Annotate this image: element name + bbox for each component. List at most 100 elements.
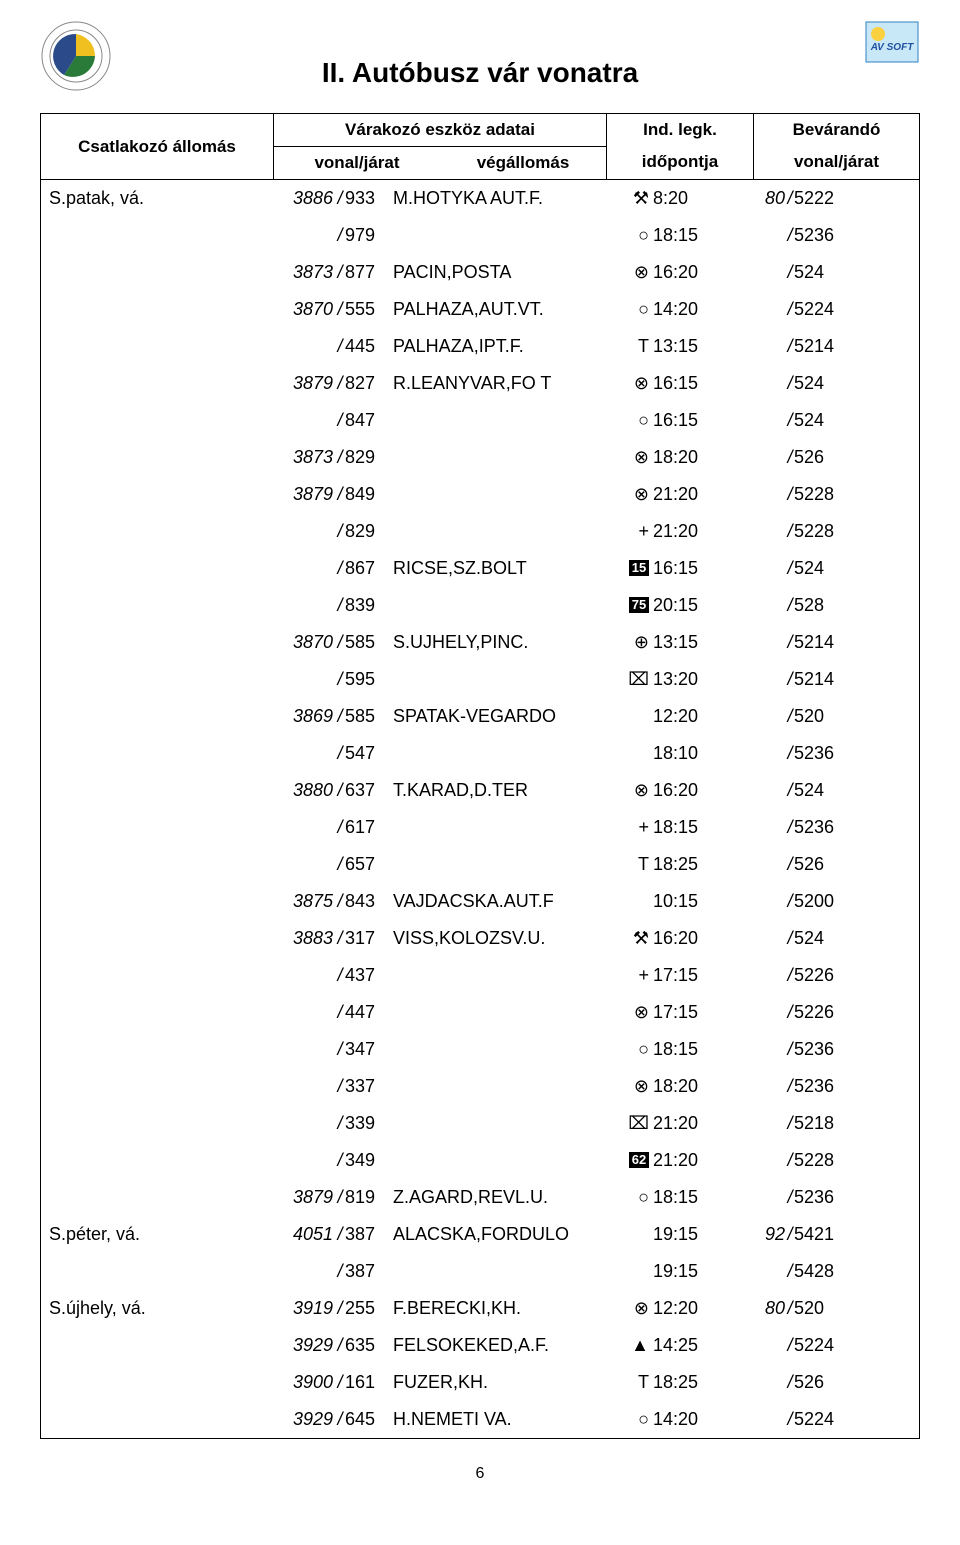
cell-wait-jarat: 524 bbox=[794, 772, 919, 809]
cell-wait-line bbox=[729, 1327, 786, 1364]
cell-wait-line: 80 bbox=[729, 1290, 786, 1327]
cell-wait-line bbox=[729, 291, 786, 328]
cell-jarat: 933 bbox=[345, 180, 391, 217]
cell-time: 16:20 bbox=[653, 920, 729, 957]
cell-terminus: VISS,KOLOZSV.U. bbox=[391, 920, 609, 957]
cell-station bbox=[41, 328, 273, 365]
cell-wait-jarat: 524 bbox=[794, 550, 919, 587]
cell-jarat: 387 bbox=[345, 1216, 391, 1253]
cell-wait-line bbox=[729, 439, 786, 476]
hdr-vonal-jarat: vonal/járat bbox=[274, 147, 440, 179]
hdr-vegallomas: végállomás bbox=[440, 147, 606, 179]
cell-wait-jarat: 520 bbox=[794, 1290, 919, 1327]
slash-icon: / bbox=[786, 476, 794, 513]
cell-wait-jarat: 5421 bbox=[794, 1216, 919, 1253]
cell-time: 18:20 bbox=[653, 439, 729, 476]
cell-station bbox=[41, 587, 273, 624]
slash-icon: / bbox=[786, 1142, 794, 1179]
cell-time: 16:20 bbox=[653, 772, 729, 809]
cell-symbol: ⊗ bbox=[609, 1290, 653, 1327]
cell-jarat: 829 bbox=[345, 439, 391, 476]
cell-wait-jarat: 5428 bbox=[794, 1253, 919, 1290]
cell-station bbox=[41, 439, 273, 476]
cell-time: 21:20 bbox=[653, 476, 729, 513]
cell-symbol: ⌧ bbox=[609, 661, 653, 698]
cell-wait-jarat: 5228 bbox=[794, 1142, 919, 1179]
cell-wait-line bbox=[729, 254, 786, 291]
slash-icon: / bbox=[335, 402, 345, 439]
cell-jarat: 877 bbox=[345, 254, 391, 291]
slash-icon: / bbox=[786, 957, 794, 994]
cell-station bbox=[41, 402, 273, 439]
cell-time: 18:25 bbox=[653, 1364, 729, 1401]
cell-terminus: VAJDACSKA.AUT.F bbox=[391, 883, 609, 920]
table-row: 3929/635FELSOKEKED,A.F.▲14:25/5224 bbox=[41, 1327, 919, 1364]
cell-terminus: H.NEMETI VA. bbox=[391, 1401, 609, 1438]
cell-terminus: ALACSKA,FORDULO bbox=[391, 1216, 609, 1253]
cell-jarat: 547 bbox=[345, 735, 391, 772]
cell-symbol: ⌧ bbox=[609, 1105, 653, 1142]
cell-jarat: 847 bbox=[345, 402, 391, 439]
cell-line: 3880 bbox=[273, 772, 335, 809]
cell-jarat: 867 bbox=[345, 550, 391, 587]
slash-icon: / bbox=[786, 661, 794, 698]
slash-icon: / bbox=[335, 587, 345, 624]
cell-terminus: PALHAZA,AUT.VT. bbox=[391, 291, 609, 328]
cell-station bbox=[41, 1105, 273, 1142]
cell-wait-jarat: 5214 bbox=[794, 624, 919, 661]
cell-symbol bbox=[609, 1216, 653, 1253]
cell-wait-line bbox=[729, 1401, 786, 1438]
cell-wait-line bbox=[729, 217, 786, 254]
cell-wait-jarat: 524 bbox=[794, 365, 919, 402]
cell-line bbox=[273, 217, 335, 254]
cell-line: 3870 bbox=[273, 624, 335, 661]
slash-icon: / bbox=[786, 365, 794, 402]
cell-terminus: R.LEANYVAR,FO T bbox=[391, 365, 609, 402]
table-header: Csatlakozó állomás Várakozó eszköz adata… bbox=[41, 114, 919, 180]
cell-wait-jarat: 5224 bbox=[794, 1401, 919, 1438]
cell-symbol: T bbox=[609, 328, 653, 365]
cell-terminus: T.KARAD,D.TER bbox=[391, 772, 609, 809]
cell-jarat: 979 bbox=[345, 217, 391, 254]
cell-symbol: 62 bbox=[609, 1142, 653, 1179]
cell-line bbox=[273, 994, 335, 1031]
cell-wait-jarat: 526 bbox=[794, 846, 919, 883]
cell-terminus: PALHAZA,IPT.F. bbox=[391, 328, 609, 365]
table-row: S.patak, vá.3886/933M.HOTYKA AUT.F.⚒8:20… bbox=[41, 180, 919, 217]
company-logo-icon bbox=[40, 20, 112, 97]
cell-time: 21:20 bbox=[653, 1142, 729, 1179]
cell-line bbox=[273, 513, 335, 550]
cell-station bbox=[41, 1142, 273, 1179]
cell-station: S.patak, vá. bbox=[41, 180, 273, 217]
cell-line: 3919 bbox=[273, 1290, 335, 1327]
cell-terminus bbox=[391, 513, 609, 550]
cell-wait-line bbox=[729, 883, 786, 920]
cell-time: 18:15 bbox=[653, 809, 729, 846]
boxed-number-icon: 75 bbox=[629, 597, 649, 613]
cell-wait-jarat: 5218 bbox=[794, 1105, 919, 1142]
cell-line bbox=[273, 1105, 335, 1142]
cell-time: 18:10 bbox=[653, 735, 729, 772]
cell-station bbox=[41, 513, 273, 550]
slash-icon: / bbox=[786, 402, 794, 439]
cell-wait-line bbox=[729, 920, 786, 957]
cell-terminus bbox=[391, 1253, 609, 1290]
slash-icon: / bbox=[335, 513, 345, 550]
cell-terminus: RICSE,SZ.BOLT bbox=[391, 550, 609, 587]
cell-wait-line bbox=[729, 1179, 786, 1216]
cell-time: 17:15 bbox=[653, 957, 729, 994]
table-row: /38719:15/5428 bbox=[41, 1253, 919, 1290]
table-row: 3875/843VAJDACSKA.AUT.F10:15/5200 bbox=[41, 883, 919, 920]
table-row: 3879/849⊗21:20/5228 bbox=[41, 476, 919, 513]
cell-wait-jarat: 5200 bbox=[794, 883, 919, 920]
slash-icon: / bbox=[335, 661, 345, 698]
cell-station bbox=[41, 476, 273, 513]
table-row: 3873/877PACIN,POSTA⊗16:20/524 bbox=[41, 254, 919, 291]
cell-terminus: M.HOTYKA AUT.F. bbox=[391, 180, 609, 217]
slash-icon: / bbox=[335, 365, 345, 402]
slash-icon: / bbox=[786, 513, 794, 550]
table-row: S.péter, vá.4051/387ALACSKA,FORDULO19:15… bbox=[41, 1216, 919, 1253]
svg-text:AV SOFT: AV SOFT bbox=[870, 42, 914, 53]
cell-line: 3870 bbox=[273, 291, 335, 328]
cell-line: 3873 bbox=[273, 439, 335, 476]
